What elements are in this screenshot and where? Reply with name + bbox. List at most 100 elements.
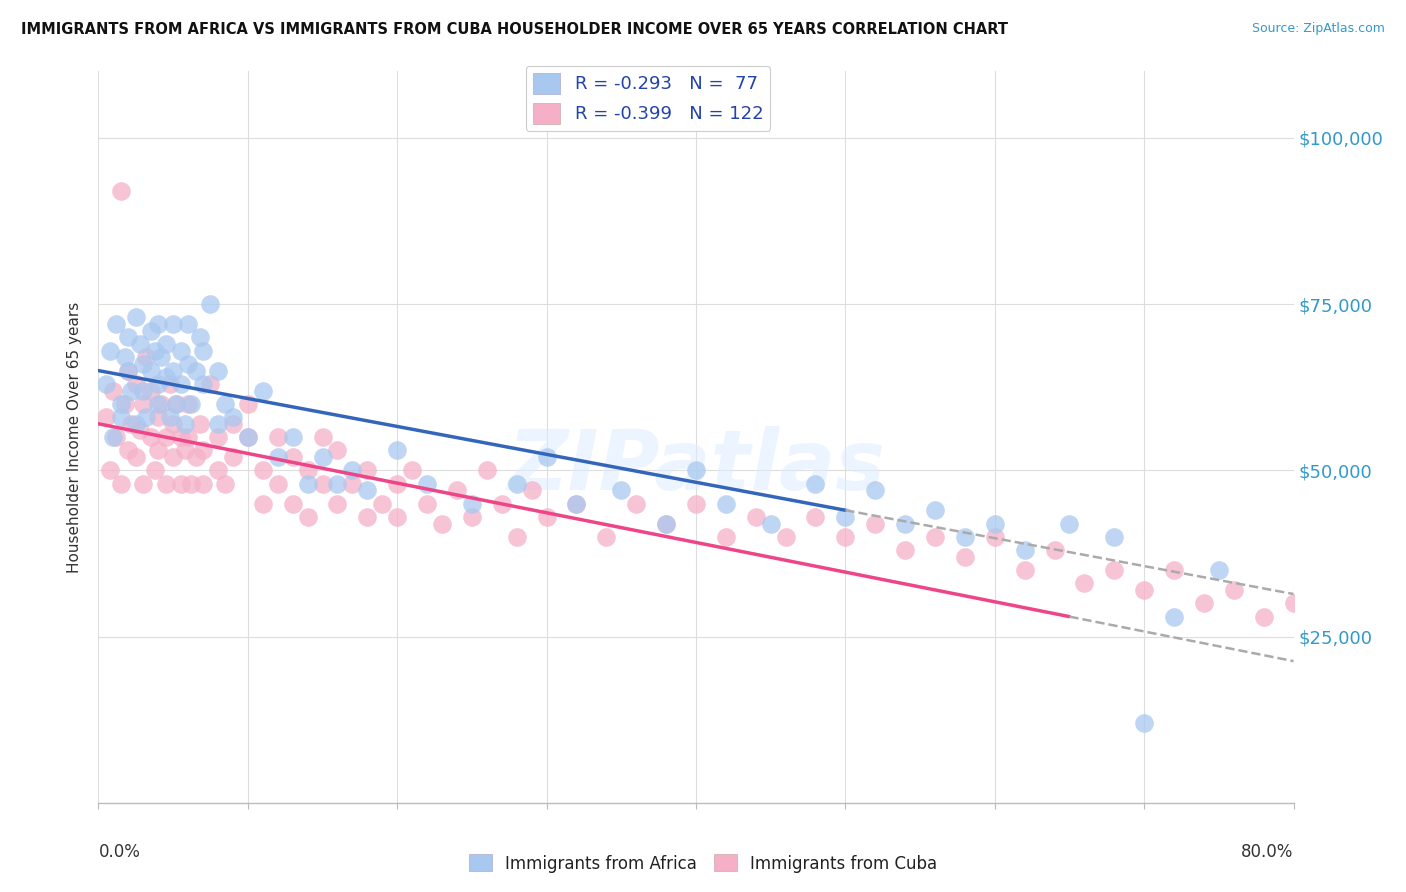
Text: 80.0%: 80.0% — [1241, 843, 1294, 861]
Point — [894, 543, 917, 558]
Point — [804, 476, 827, 491]
Point — [150, 351, 173, 365]
Point — [865, 516, 887, 531]
Point — [162, 450, 184, 464]
Point — [155, 337, 177, 351]
Point — [252, 497, 274, 511]
Point — [236, 430, 259, 444]
Point — [385, 509, 409, 524]
Point — [281, 497, 304, 511]
Point — [401, 463, 423, 477]
Point — [430, 516, 453, 531]
Point — [132, 476, 155, 491]
Point — [110, 397, 132, 411]
Point — [105, 430, 128, 444]
Point — [180, 476, 202, 491]
Point — [297, 463, 319, 477]
Point — [416, 476, 439, 491]
Point — [162, 363, 184, 377]
Point — [655, 516, 678, 531]
Point — [267, 476, 290, 491]
Point — [745, 509, 768, 524]
Point — [953, 549, 976, 564]
Point — [356, 463, 378, 477]
Point — [188, 330, 211, 344]
Point — [117, 330, 139, 344]
Point — [148, 317, 170, 331]
Point — [1163, 563, 1185, 577]
Point — [139, 430, 162, 444]
Point — [984, 516, 1007, 531]
Point — [103, 384, 125, 398]
Point — [565, 497, 588, 511]
Point — [165, 397, 187, 411]
Point — [139, 363, 162, 377]
Point — [236, 430, 259, 444]
Point — [865, 483, 887, 498]
Point — [371, 497, 394, 511]
Point — [714, 497, 737, 511]
Text: 0.0%: 0.0% — [98, 843, 141, 861]
Point — [804, 509, 827, 524]
Point — [143, 343, 166, 358]
Point — [105, 317, 128, 331]
Point — [169, 376, 191, 391]
Point — [169, 430, 191, 444]
Point — [252, 384, 274, 398]
Point — [148, 397, 170, 411]
Point — [610, 483, 633, 498]
Point — [1073, 576, 1095, 591]
Point — [207, 463, 229, 477]
Point — [188, 417, 211, 431]
Point — [924, 503, 946, 517]
Point — [1223, 582, 1246, 597]
Point — [110, 410, 132, 425]
Point — [326, 443, 349, 458]
Point — [184, 363, 207, 377]
Point — [94, 410, 117, 425]
Point — [132, 357, 155, 371]
Point — [267, 450, 290, 464]
Point — [155, 430, 177, 444]
Point — [94, 376, 117, 391]
Point — [536, 450, 558, 464]
Point — [162, 417, 184, 431]
Point — [117, 443, 139, 458]
Legend: R = -0.293   N =  77, R = -0.399   N = 122: R = -0.293 N = 77, R = -0.399 N = 122 — [526, 66, 770, 131]
Point — [506, 476, 529, 491]
Point — [125, 450, 148, 464]
Point — [169, 343, 191, 358]
Point — [342, 463, 364, 477]
Point — [1059, 516, 1081, 531]
Point — [953, 530, 976, 544]
Point — [129, 424, 152, 438]
Point — [1014, 543, 1036, 558]
Point — [326, 476, 349, 491]
Point — [1163, 609, 1185, 624]
Point — [1104, 563, 1126, 577]
Point — [1133, 716, 1156, 731]
Point — [595, 530, 617, 544]
Point — [159, 376, 181, 391]
Point — [159, 410, 181, 425]
Point — [252, 463, 274, 477]
Text: ZIPatlas: ZIPatlas — [508, 425, 884, 507]
Point — [506, 530, 529, 544]
Point — [311, 476, 333, 491]
Point — [1104, 530, 1126, 544]
Point — [461, 497, 484, 511]
Point — [110, 476, 132, 491]
Point — [98, 343, 122, 358]
Point — [297, 476, 319, 491]
Point — [200, 297, 222, 311]
Point — [1043, 543, 1066, 558]
Point — [326, 497, 349, 511]
Point — [98, 463, 122, 477]
Point — [129, 337, 152, 351]
Point — [148, 410, 170, 425]
Point — [174, 443, 197, 458]
Point — [924, 530, 946, 544]
Point — [139, 324, 162, 338]
Point — [1133, 582, 1156, 597]
Point — [191, 343, 214, 358]
